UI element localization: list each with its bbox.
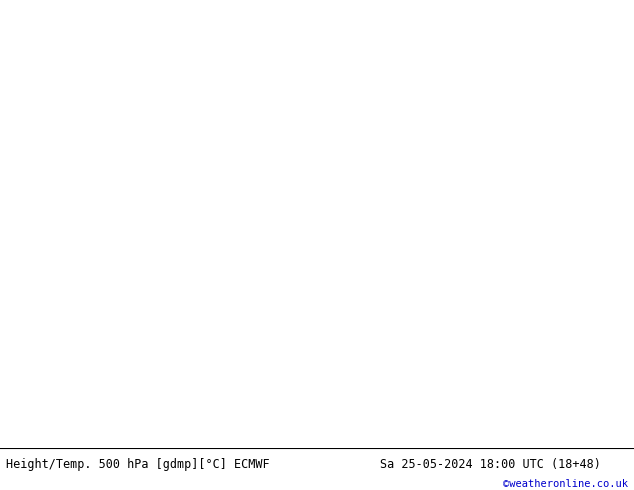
Text: Height/Temp. 500 hPa [gdmp][°C] ECMWF: Height/Temp. 500 hPa [gdmp][°C] ECMWF bbox=[6, 458, 270, 471]
Text: Sa 25-05-2024 18:00 UTC (18+48): Sa 25-05-2024 18:00 UTC (18+48) bbox=[380, 458, 601, 471]
Text: ©weatheronline.co.uk: ©weatheronline.co.uk bbox=[503, 479, 628, 489]
